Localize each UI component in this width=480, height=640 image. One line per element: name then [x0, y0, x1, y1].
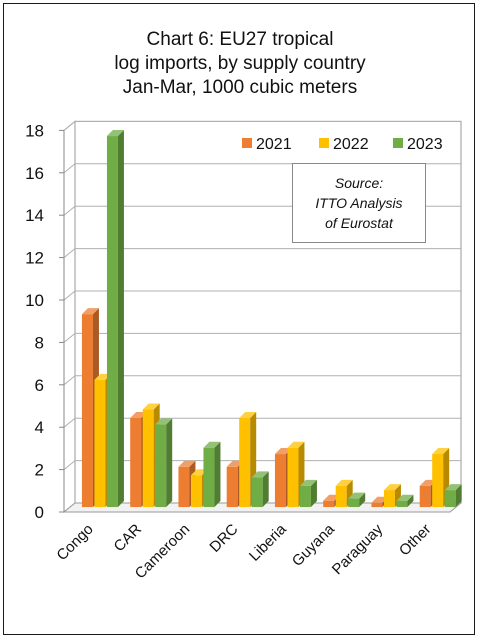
- bar-top-2022-guyana: [335, 479, 353, 486]
- bar-top-2023-liberia: [299, 479, 317, 486]
- x-tick-label-car: CAR: [111, 521, 146, 556]
- y-tick-label: 18: [25, 121, 44, 140]
- bar-top-2023-drc: [251, 471, 269, 478]
- bar-side-2023-congo: [117, 130, 124, 508]
- bar-2023-cameroon: [203, 447, 215, 508]
- bar-2021-liberia: [274, 454, 286, 508]
- bar-top-2023-paraguay: [396, 494, 414, 501]
- y-tick-label: 12: [25, 249, 44, 268]
- bar-2023-drc: [251, 477, 263, 508]
- bar-2023-other: [444, 490, 456, 508]
- bar-2021-paraguay: [371, 502, 383, 508]
- y-tick-label: 14: [25, 206, 44, 225]
- gridline-side: [63, 290, 76, 301]
- bar-top-2022-car: [142, 403, 160, 410]
- y-tick-label: 10: [25, 291, 44, 310]
- x-tick-label-drc: DRC: [206, 521, 241, 556]
- bar-top-2023-car: [155, 418, 173, 425]
- gridline-side: [63, 460, 76, 470]
- legend-swatch-2023: [393, 138, 403, 148]
- bar-2021-guyana: [323, 500, 335, 508]
- bar-side-2023-liberia: [310, 479, 317, 508]
- bar-top-2022-liberia: [287, 441, 305, 448]
- bar-top-2023-guyana: [348, 492, 366, 499]
- bar-2021-congo: [81, 314, 93, 508]
- gridline-side: [63, 163, 76, 174]
- bar-2022-drc: [239, 418, 251, 508]
- y-tick-label: 0: [35, 503, 44, 522]
- chart-title-line-3: Jan-Mar, 1000 cubic meters: [122, 77, 358, 98]
- bar-2023-guyana: [348, 498, 360, 508]
- bar-top-2022-other: [432, 448, 450, 455]
- source-note-line-2: ITTO Analysis: [315, 195, 403, 211]
- gridline-side: [63, 248, 76, 258]
- plot-side-wall: [63, 120, 76, 514]
- bar-2021-cameroon: [178, 466, 190, 508]
- bar-top-2022-drc: [239, 412, 257, 419]
- bar-side-2023-cameroon: [214, 441, 221, 508]
- bar-side-2023-guyana: [359, 492, 366, 508]
- bar-2022-liberia: [287, 447, 299, 508]
- y-tick-label: 4: [35, 418, 44, 437]
- legend-label-2023: 2023: [407, 136, 443, 153]
- bar-side-2023-paraguay: [407, 494, 414, 508]
- legend-label-2021: 2021: [256, 136, 292, 153]
- gridline-side: [63, 205, 76, 216]
- gridline-side: [63, 417, 76, 428]
- x-tick-label-other: Other: [396, 521, 435, 560]
- bar-2023-paraguay: [396, 500, 408, 508]
- legend-item-2021: 2021: [242, 136, 292, 154]
- bar-side-2023-other: [455, 484, 462, 508]
- bar-top-2023-other: [444, 484, 462, 491]
- legend-item-2023: 2023: [393, 136, 443, 154]
- y-tick-label: 16: [25, 164, 44, 183]
- legend-item-2022: 2022: [319, 136, 369, 154]
- bar-2021-drc: [226, 466, 238, 508]
- bar-side-2023-car: [166, 418, 173, 508]
- source-note: Source: ITTO Analysis of Eurostat: [292, 163, 426, 243]
- y-tick-label: 6: [35, 376, 44, 395]
- y-tick-label: 8: [35, 333, 44, 352]
- y-tick-label: 2: [35, 461, 44, 480]
- bar-2023-liberia: [299, 485, 311, 508]
- bar-top-2023-cameroon: [203, 441, 221, 448]
- gridline-side: [63, 375, 76, 386]
- x-tick-label-liberia: Liberia: [246, 520, 290, 564]
- bar-2023-car: [155, 424, 167, 508]
- chart-title-line-1: Chart 6: EU27 tropical: [146, 29, 334, 50]
- bar-2022-cameroon: [190, 475, 202, 508]
- x-tick-label-congo: Congo: [53, 521, 96, 564]
- bar-top-2022-paraguay: [383, 484, 401, 491]
- legend-swatch-2022: [319, 138, 329, 148]
- bar-2022-car: [142, 409, 154, 508]
- bar-2021-car: [130, 418, 142, 508]
- bar-2021-other: [419, 485, 431, 508]
- chart-title-line-2: log imports, by supply country: [114, 53, 366, 74]
- gridline-side: [63, 121, 76, 131]
- bar-2022-other: [432, 454, 444, 508]
- bar-top-2023-congo: [106, 130, 124, 137]
- x-tick-label-paraguay: Paraguay: [329, 520, 387, 578]
- bar-2022-guyana: [335, 485, 347, 508]
- legend-swatch-2021: [242, 138, 252, 148]
- x-tick-label-guyana: Guyana: [289, 520, 339, 570]
- source-note-line-1: Source:: [334, 175, 384, 191]
- source-note-line-3: of Eurostat: [325, 215, 393, 231]
- bar-2022-congo: [94, 379, 106, 508]
- bar-top-2021-cameroon: [178, 460, 196, 467]
- bar-side-2023-drc: [262, 471, 269, 508]
- gridline-side: [63, 333, 76, 343]
- chart-title: Chart 6: EU27 tropical log imports, by s…: [0, 28, 480, 100]
- bar-top-2021-congo: [81, 308, 99, 315]
- bar-2022-paraguay: [383, 490, 395, 508]
- bar-2023-congo: [106, 136, 118, 508]
- legend-label-2022: 2022: [333, 136, 369, 153]
